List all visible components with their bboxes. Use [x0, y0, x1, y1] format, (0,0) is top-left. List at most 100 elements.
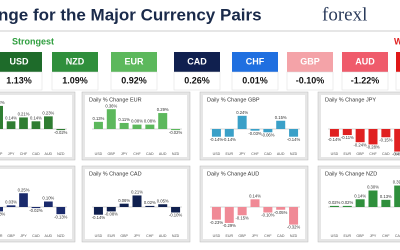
bar [329, 129, 339, 137]
category-label: AUD [45, 152, 53, 156]
bar [224, 129, 234, 137]
category-label: CHF [264, 234, 272, 238]
tile-body [286, 71, 334, 91]
tile-change: 0.92% [121, 75, 147, 85]
value-label: -0.11% [341, 135, 354, 140]
value-label: 0.14% [354, 193, 366, 198]
value-label: -0.08% [0, 212, 6, 217]
value-label: -0.10% [261, 213, 275, 218]
panel-title: Daily % Change CAD [89, 171, 142, 177]
bar [106, 207, 116, 212]
tile-header [174, 52, 220, 72]
bar [19, 193, 28, 207]
category-label: AUD [159, 152, 167, 156]
category-label: EUR [107, 234, 115, 238]
tile-header [287, 52, 333, 72]
category-label: USD [213, 234, 221, 238]
category-label: NZD [290, 234, 298, 238]
category-label: NZD [57, 234, 65, 238]
category-label: EUR [225, 234, 233, 238]
category-label: CHF [146, 234, 154, 238]
category-label: JPY [134, 234, 141, 238]
value-label: -0.29% [223, 223, 237, 228]
value-label: -0.14% [92, 215, 106, 220]
bar [381, 199, 391, 207]
bar [329, 205, 339, 207]
tile-change: -1.22% [351, 75, 380, 85]
value-label: -0.05% [274, 210, 288, 215]
category-label: CHF [133, 152, 141, 156]
panel-title: Daily % Change EUR [89, 97, 142, 103]
tile-body [0, 71, 43, 91]
value-label: -0.15% [236, 215, 250, 220]
panel-title: Daily % Change JPY [325, 97, 376, 103]
category-label: AUD [45, 234, 53, 238]
category-label: NZD [57, 152, 65, 156]
value-label: -0.24% [354, 142, 368, 147]
category-label: JPY [239, 152, 246, 156]
value-label: 0.29% [157, 107, 169, 112]
category-label: CHF [20, 152, 28, 156]
category-label: JPY [252, 234, 259, 238]
tile-name: AUD [355, 56, 375, 66]
category-label: USD [95, 234, 103, 238]
category-label: EUR [343, 234, 351, 238]
value-label: 0.11% [118, 117, 130, 122]
bar [132, 195, 142, 207]
value-label: 0.23% [42, 110, 54, 115]
bar [93, 121, 103, 129]
tile-cropped-body [395, 71, 400, 91]
bar [145, 124, 155, 129]
category-label: GBP [356, 234, 364, 238]
bar [56, 129, 66, 131]
title: nge for the Major Currency Pairs [0, 5, 262, 24]
tile-body [173, 71, 221, 91]
panel-title: Daily % Change NZD [325, 171, 377, 177]
category-label: JPY [370, 234, 377, 238]
tile-body [110, 71, 158, 91]
panel-plot [203, 95, 305, 157]
bar [276, 120, 286, 129]
tile-body [51, 71, 99, 91]
category-label: JPY [8, 152, 15, 156]
category-label: JPY [121, 152, 128, 156]
value-label: -0.32% [287, 225, 301, 230]
bar [263, 129, 273, 133]
category-label: GBP [107, 152, 115, 156]
category-label: GBP [120, 234, 128, 238]
value-label: 0.02% [328, 200, 340, 205]
category-label: GBP [238, 234, 246, 238]
value-label: -0.14% [223, 137, 237, 142]
bar [171, 129, 181, 131]
value-label: 0.06% [118, 198, 130, 203]
value-label: 0.10% [42, 196, 54, 201]
value-label: 0.13% [380, 194, 392, 199]
tile-change: -0.10% [296, 75, 325, 85]
bar [0, 207, 3, 212]
bar [171, 207, 181, 213]
bar [132, 124, 142, 129]
bar [355, 129, 365, 143]
category-label: GBP [7, 234, 15, 238]
category-label: CAD [264, 152, 272, 156]
panel-title: Daily % Change AUD [207, 171, 259, 177]
value-label: 0.15% [275, 115, 287, 120]
category-label: CHF [251, 152, 259, 156]
bar [368, 190, 378, 207]
category-label: CAD [277, 234, 285, 238]
tile-cropped [396, 52, 400, 72]
bar [237, 207, 247, 216]
category-label: NZD [172, 234, 180, 238]
bar [106, 109, 116, 129]
tile-header [0, 52, 42, 72]
bar [119, 203, 129, 207]
bar [31, 121, 41, 129]
bar [145, 205, 155, 207]
tile-change: 1.13% [6, 75, 32, 85]
value-label: -0.02% [169, 130, 183, 135]
value-label: 0.02% [144, 200, 156, 205]
value-label: -0.02% [54, 130, 68, 135]
category-label: NZD [172, 152, 180, 156]
category-label: AUD [395, 152, 400, 156]
value-label: -0.13% [54, 214, 68, 219]
